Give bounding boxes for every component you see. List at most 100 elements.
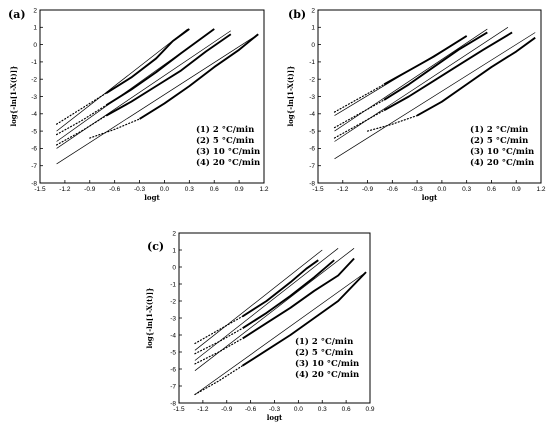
y-tick-label: 0 — [311, 42, 315, 49]
x-tick-label: 0.0 — [437, 186, 446, 193]
x-tick-label: 0.6 — [342, 406, 351, 413]
y-tick-label: -3 — [31, 94, 37, 101]
y-tick-label: -8 — [170, 400, 176, 407]
legend-entry-2: (2) 5 °C/min — [470, 135, 528, 146]
x-tick-label: -0.6 — [245, 406, 257, 413]
series-2-line — [242, 259, 335, 329]
series-3-dotted — [55, 114, 107, 146]
x-tick-label: 0.3 — [318, 406, 327, 413]
x-tick-label: 0.9 — [512, 186, 521, 193]
y-tick-label: -7 — [31, 163, 37, 170]
x-tick-label: -0.6 — [387, 186, 399, 193]
x-tick-label: -1.2 — [59, 186, 71, 193]
x-tick-label: -1.2 — [337, 186, 349, 193]
panel-label: (b) — [288, 8, 306, 21]
series-2-line — [383, 31, 488, 101]
x-tick-label: 0.0 — [294, 406, 303, 413]
y-tick-label: -6 — [170, 366, 176, 373]
legend-entry-4: (4) 20 °C/min — [196, 157, 260, 168]
x-axis-label: logt — [267, 413, 283, 422]
x-tick-label: 0.6 — [210, 186, 219, 193]
series-2-line — [105, 28, 215, 106]
series-2-dotted — [194, 327, 244, 355]
x-tick-label: -0.3 — [269, 406, 281, 413]
fit-line-4 — [56, 33, 259, 165]
y-tick-label: -4 — [170, 332, 176, 339]
x-tick-label: -1.5 — [173, 406, 185, 413]
x-tick-label: -0.9 — [221, 406, 233, 413]
series-4-dotted — [89, 118, 141, 139]
y-tick-label: 0 — [172, 264, 176, 271]
x-tick-label: 0.9 — [365, 406, 374, 413]
y-tick-label: -2 — [170, 298, 176, 305]
legend-entry-3: (3) 10 °C/min — [295, 358, 359, 369]
x-tick-label: 0.6 — [487, 186, 496, 193]
x-tick-label: 0.3 — [185, 186, 194, 193]
series-1-line — [105, 28, 190, 94]
x-tick-label: -1.5 — [34, 186, 46, 193]
panel-label: (c) — [147, 240, 164, 253]
y-tick-label: 0 — [33, 42, 37, 49]
legend-entry-3: (3) 10 °C/min — [470, 146, 534, 157]
y-tick-label: 1 — [172, 247, 176, 254]
y-tick-label: -1 — [170, 281, 176, 288]
series-3-line — [105, 33, 232, 117]
x-tick-label: 1.2 — [259, 186, 268, 193]
series-3-line — [383, 31, 513, 112]
y-tick-label: 2 — [172, 230, 176, 237]
x-tick-label: 0.3 — [462, 186, 471, 193]
series-1-dotted — [194, 315, 244, 345]
y-tick-label: -4 — [31, 111, 37, 118]
series-3-line — [242, 257, 355, 340]
x-tick-label: -1.5 — [312, 186, 324, 193]
fit-line-4 — [194, 271, 367, 395]
series-1-line — [383, 35, 468, 86]
fit-line-4 — [334, 32, 536, 160]
y-tick-label: 2 — [33, 7, 37, 14]
x-tick-label: -0.9 — [362, 186, 374, 193]
y-axis-label: log{-ln[1-X(t)]} — [286, 65, 295, 126]
x-tick-label: 0.0 — [160, 186, 169, 193]
x-axis-label: logt — [144, 193, 160, 202]
y-tick-label: -6 — [309, 146, 315, 153]
legend-entry-3: (3) 10 °C/min — [196, 146, 260, 157]
chart-panel-2: -1.5 -1.2 -0.9 -0.6 -0.3 0.0 0.3 0.6 0.9 1.2 -8 -7 -… — [286, 7, 546, 202]
series-4-dotted — [194, 365, 244, 396]
fit-line-1 — [194, 249, 323, 351]
series-4-line — [139, 33, 259, 120]
chart-panel-3: -1.5 -1.2 -0.9 -0.6 -0.3 0.0 0.3 0.6 0.9 -8 -7 -6 -5… — [145, 230, 375, 422]
y-tick-label: -5 — [309, 128, 315, 135]
series-4-line — [416, 36, 536, 117]
y-tick-label: 1 — [311, 25, 315, 32]
y-tick-label: -4 — [309, 111, 315, 118]
x-tick-label: -1.2 — [197, 406, 209, 413]
legend-entry-1: (1) 2 °C/min — [295, 336, 353, 347]
legend-entry-1: (1) 2 °C/min — [470, 124, 528, 135]
x-tick-label: -0.9 — [84, 186, 96, 193]
y-tick-label: -7 — [170, 383, 176, 390]
legend-entry-2: (2) 5 °C/min — [196, 135, 254, 146]
y-tick-label: -1 — [309, 59, 315, 66]
series-4-line — [242, 271, 367, 367]
series-4-dotted — [366, 114, 418, 132]
fit-line-2 — [334, 28, 488, 132]
y-axis-label: log{-ln[1-X(t)]} — [145, 287, 154, 348]
y-axis-label: log{-ln[1-X(t)]} — [9, 65, 18, 126]
series-2-dotted — [333, 99, 385, 129]
series-2-dotted — [55, 104, 107, 136]
x-tick-label: -0.3 — [412, 186, 424, 193]
legend-entry-2: (2) 5 °C/min — [295, 347, 353, 358]
x-tick-label: -0.6 — [109, 186, 121, 193]
series-1-dotted — [333, 83, 385, 113]
x-tick-label: 1.2 — [536, 186, 545, 193]
fit-line-1 — [56, 28, 188, 132]
y-tick-label: -5 — [170, 349, 176, 356]
panel-label: (a) — [8, 8, 26, 21]
y-tick-label: -2 — [31, 77, 37, 84]
y-tick-label: -8 — [31, 180, 37, 187]
y-tick-label: -8 — [309, 180, 315, 187]
x-tick-label: -0.3 — [134, 186, 146, 193]
y-tick-label: 2 — [311, 7, 315, 14]
y-tick-label: -3 — [309, 94, 315, 101]
